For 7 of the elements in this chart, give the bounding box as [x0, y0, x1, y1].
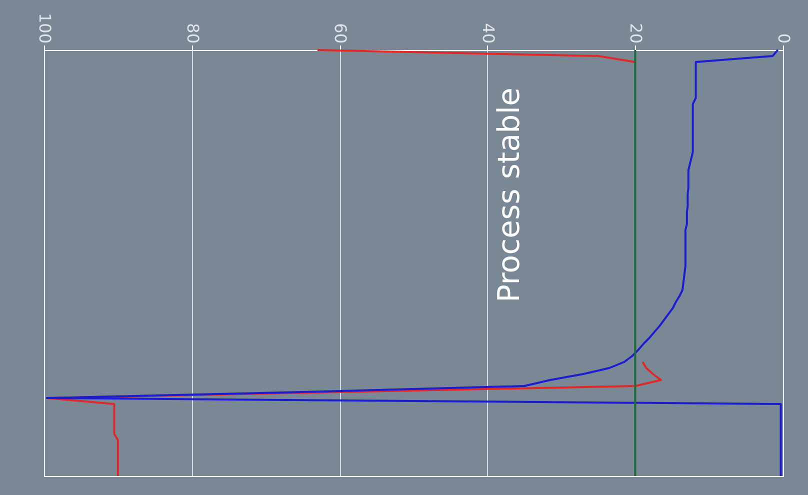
x-tick-label: 0 — [774, 33, 794, 44]
x-tick-label: 60 — [331, 23, 350, 44]
x-tick-label: 100 — [36, 12, 54, 44]
x-tick-label: 20 — [626, 23, 646, 44]
x-tick-label: 40 — [478, 23, 498, 44]
x-tick-label: 80 — [183, 23, 202, 44]
annotation: Process stable — [492, 88, 527, 302]
